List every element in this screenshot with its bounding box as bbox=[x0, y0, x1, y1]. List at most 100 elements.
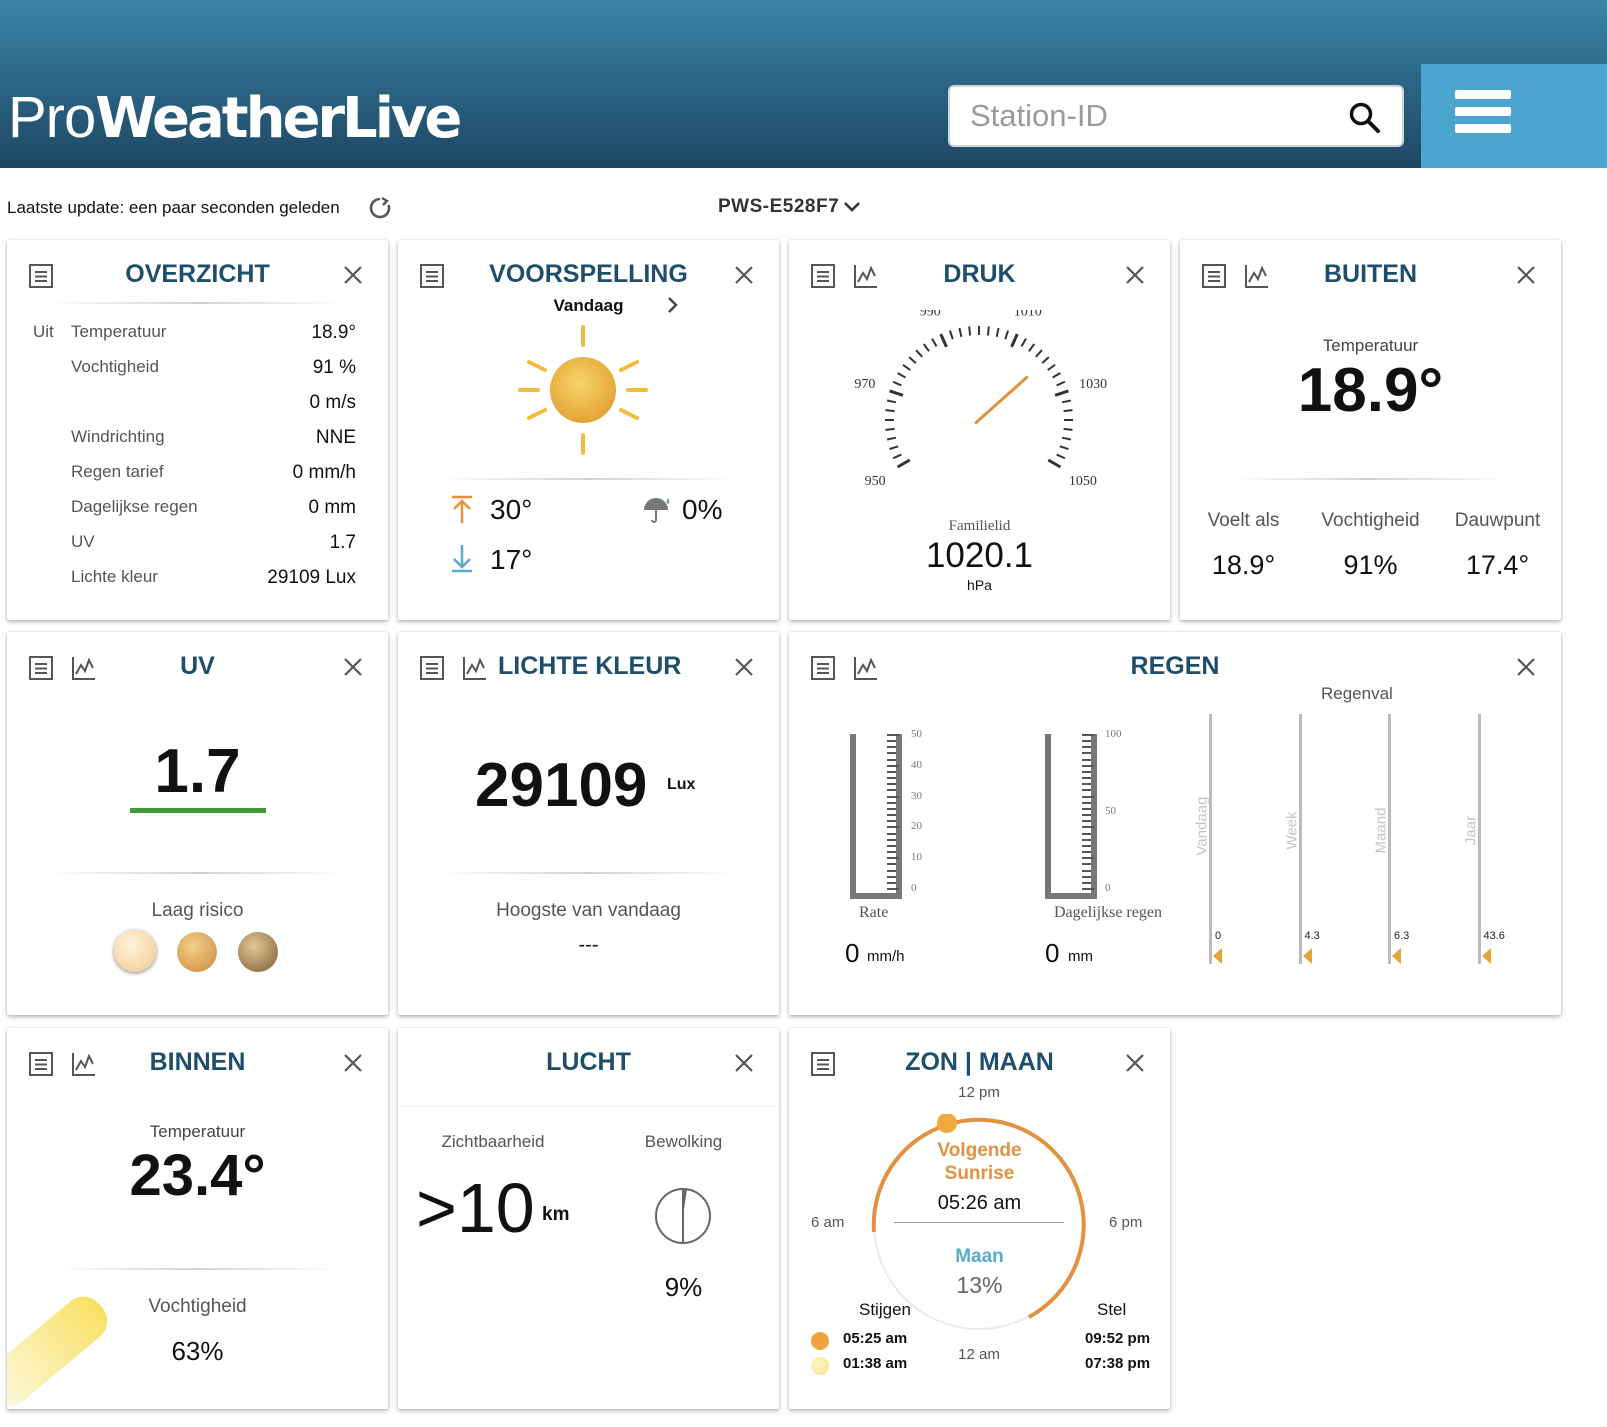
list-icon[interactable] bbox=[418, 654, 446, 682]
list-icon[interactable] bbox=[809, 654, 837, 682]
gauge-tick bbox=[1082, 740, 1091, 743]
rain-period-value: 4.3 bbox=[1304, 930, 1320, 942]
close-icon[interactable] bbox=[1122, 262, 1148, 288]
list-icon[interactable] bbox=[418, 262, 446, 290]
gauge-tick bbox=[1061, 436, 1072, 441]
chart-icon[interactable] bbox=[70, 654, 98, 682]
app-logo[interactable]: ProWeatherLive bbox=[8, 85, 462, 151]
gauge-scale-label: 10 bbox=[911, 851, 922, 864]
gauge-scale-label: 100 bbox=[1105, 728, 1122, 740]
list-item: Temperatuur 18.9° bbox=[71, 322, 356, 343]
gauge-tick bbox=[922, 343, 930, 352]
gauge-tick bbox=[1082, 875, 1091, 878]
close-icon[interactable] bbox=[340, 262, 366, 288]
gauge-tick bbox=[949, 330, 954, 340]
close-icon[interactable] bbox=[731, 1050, 757, 1076]
card-title: REGEN bbox=[1130, 652, 1220, 680]
close-icon[interactable] bbox=[1122, 1050, 1148, 1076]
close-icon[interactable] bbox=[1513, 262, 1539, 288]
list-icon[interactable] bbox=[809, 262, 837, 290]
gauge-tick bbox=[887, 881, 896, 884]
gauge-tick bbox=[889, 389, 904, 397]
chart-icon[interactable] bbox=[461, 654, 489, 682]
buiten-card: BUITEN Temperatuur 18.9° Voelt als Vocht… bbox=[1180, 240, 1561, 620]
rain-period-value: 43.6 bbox=[1483, 930, 1505, 942]
gauge-tick bbox=[1082, 764, 1094, 767]
sunset-time: 09:52 pm bbox=[1085, 1330, 1151, 1347]
gauge-scale-label: 50 bbox=[1105, 805, 1116, 817]
chevron-right-icon[interactable] bbox=[666, 296, 680, 314]
gauge-tick bbox=[887, 740, 896, 743]
gauge-tick bbox=[1082, 881, 1091, 884]
list-icon[interactable] bbox=[1200, 262, 1228, 290]
gauge-tick bbox=[887, 869, 896, 872]
chart-icon[interactable] bbox=[852, 262, 880, 290]
gauge-scale-label: 950 bbox=[865, 474, 886, 489]
list-icon[interactable] bbox=[809, 1050, 837, 1078]
last-update-text: Laatste update: een paar seconden gelede… bbox=[7, 198, 340, 217]
station-selector[interactable]: PWS-E528F7 bbox=[718, 196, 861, 218]
gauge-scale-label: 50 bbox=[911, 728, 922, 740]
gauge-tick bbox=[1082, 770, 1091, 773]
label-12pm: 12 pm bbox=[958, 1084, 1000, 1101]
list-item: Regen tarief 0 mm/h bbox=[71, 462, 356, 483]
forecast-low: 17° bbox=[490, 544, 533, 575]
gauge-tick bbox=[887, 820, 896, 823]
gauge-needle bbox=[974, 375, 1029, 425]
close-icon[interactable] bbox=[731, 262, 757, 288]
gauge-tick bbox=[1082, 857, 1094, 860]
gauge-tick bbox=[1052, 372, 1061, 379]
list-item: Vochtigheid 91 % bbox=[71, 357, 356, 378]
close-icon[interactable] bbox=[340, 1050, 366, 1076]
gauge-tick bbox=[887, 857, 899, 860]
app-header: ProWeatherLive bbox=[0, 0, 1607, 168]
list-item: Windrichting NNE bbox=[71, 427, 356, 448]
binnen-card: BINNEN Temperatuur 23.4° Vochtigheid 63% bbox=[7, 1028, 388, 1409]
gauge-tick bbox=[1082, 888, 1094, 890]
gauge-tick bbox=[887, 734, 899, 736]
moon-label: Maan bbox=[955, 1246, 1004, 1267]
gauge-tick bbox=[885, 427, 895, 431]
gauge-tick bbox=[995, 327, 1000, 338]
gauge-tick bbox=[908, 356, 917, 364]
chart-icon[interactable] bbox=[70, 1050, 98, 1078]
refresh-icon[interactable] bbox=[368, 196, 392, 220]
daily-rain-unit: mm bbox=[1068, 948, 1093, 965]
gauge-tick bbox=[1082, 758, 1091, 761]
gauge-tick bbox=[887, 814, 896, 817]
label-12am: 12 am bbox=[958, 1346, 1000, 1363]
gauge-tick bbox=[1082, 777, 1091, 780]
skin-tone-light bbox=[114, 930, 156, 972]
outdoor-prefix: Uit bbox=[33, 322, 54, 341]
hamburger-menu-button[interactable] bbox=[1421, 64, 1607, 168]
gauge-tick bbox=[887, 746, 896, 749]
next-event-label-1: Volgende bbox=[937, 1140, 1022, 1161]
gauge-tick bbox=[1004, 330, 1009, 340]
next-event-time: 05:26 am bbox=[937, 1192, 1022, 1214]
gauge-scale-label: 970 bbox=[854, 377, 875, 392]
station-id-input[interactable] bbox=[970, 95, 1330, 137]
card-title: DRUK bbox=[943, 260, 1016, 288]
gauge-tick bbox=[915, 349, 923, 358]
moonrise-time: 01:38 am bbox=[843, 1355, 908, 1372]
close-icon[interactable] bbox=[340, 654, 366, 680]
close-icon[interactable] bbox=[731, 654, 757, 680]
list-icon[interactable] bbox=[27, 262, 55, 290]
gauge-tick bbox=[1082, 752, 1091, 755]
list-icon[interactable] bbox=[27, 1050, 55, 1078]
uv-value: 1.7 bbox=[154, 737, 241, 806]
close-icon[interactable] bbox=[1513, 654, 1539, 680]
humidity-value: 63% bbox=[171, 1336, 224, 1366]
gauge-tick bbox=[1056, 453, 1066, 460]
list-icon[interactable] bbox=[27, 654, 55, 682]
gauge-tick bbox=[1082, 826, 1094, 829]
rain-period-bar bbox=[1209, 714, 1212, 964]
chart-icon[interactable] bbox=[852, 654, 880, 682]
rain-rate-scale: 50 40 30 20 10 0 bbox=[911, 728, 941, 898]
chart-icon[interactable] bbox=[1243, 262, 1271, 290]
search-icon[interactable] bbox=[1348, 101, 1382, 135]
feels-like-label: Voelt als bbox=[1207, 510, 1280, 531]
gauge-scale-label: 30 bbox=[911, 789, 922, 802]
rain-period-label: Vandaag bbox=[1193, 796, 1211, 856]
gauge-tick bbox=[1082, 832, 1091, 835]
